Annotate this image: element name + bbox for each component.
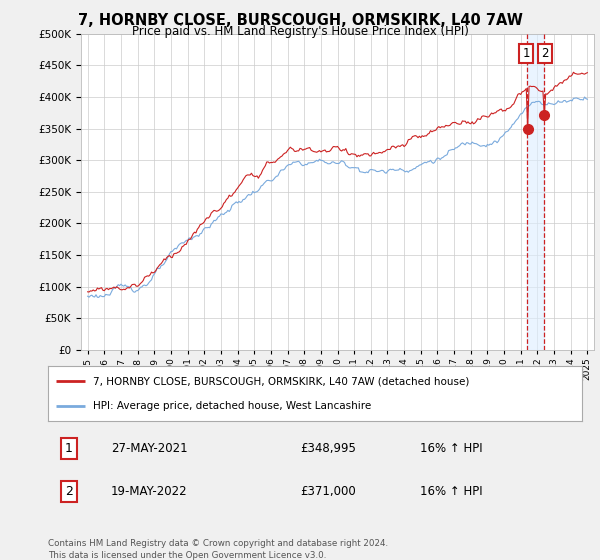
Text: 1: 1 xyxy=(65,442,73,455)
Text: HPI: Average price, detached house, West Lancashire: HPI: Average price, detached house, West… xyxy=(94,402,371,411)
Text: 27-MAY-2021: 27-MAY-2021 xyxy=(111,442,188,455)
Text: 1: 1 xyxy=(522,48,530,60)
Text: £371,000: £371,000 xyxy=(300,485,356,498)
Text: £348,995: £348,995 xyxy=(300,442,356,455)
Text: 2: 2 xyxy=(65,485,73,498)
Text: 16% ↑ HPI: 16% ↑ HPI xyxy=(420,485,482,498)
Text: 7, HORNBY CLOSE, BURSCOUGH, ORMSKIRK, L40 7AW (detached house): 7, HORNBY CLOSE, BURSCOUGH, ORMSKIRK, L4… xyxy=(94,376,470,386)
Text: Contains HM Land Registry data © Crown copyright and database right 2024.
This d: Contains HM Land Registry data © Crown c… xyxy=(48,539,388,559)
Text: 7, HORNBY CLOSE, BURSCOUGH, ORMSKIRK, L40 7AW: 7, HORNBY CLOSE, BURSCOUGH, ORMSKIRK, L4… xyxy=(77,13,523,29)
Text: 2: 2 xyxy=(541,48,548,60)
Text: Price paid vs. HM Land Registry's House Price Index (HPI): Price paid vs. HM Land Registry's House … xyxy=(131,25,469,38)
Text: 19-MAY-2022: 19-MAY-2022 xyxy=(111,485,188,498)
Bar xyxy=(527,34,544,350)
Text: 16% ↑ HPI: 16% ↑ HPI xyxy=(420,442,482,455)
